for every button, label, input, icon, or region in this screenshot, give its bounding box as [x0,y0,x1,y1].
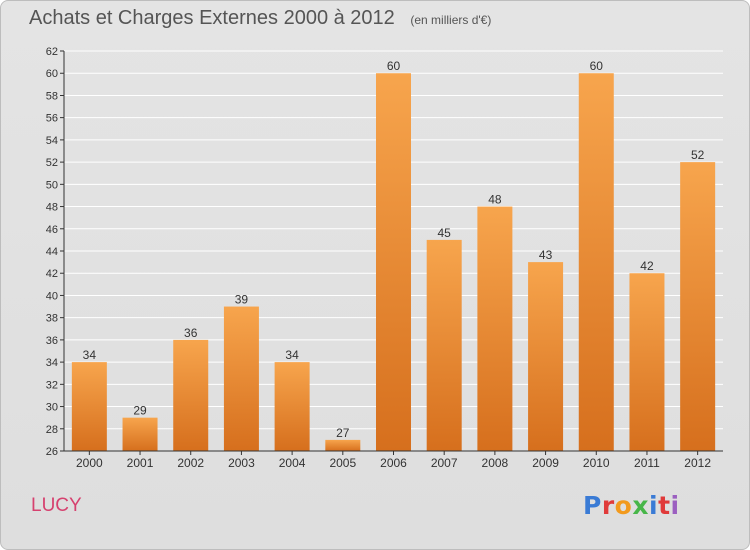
logo-letter: o [614,491,633,520]
x-tick-label-2011: 2011 [634,456,660,470]
logo-letter: P [583,491,602,520]
value-label-2012: 52 [691,148,705,162]
bar-2004 [274,362,310,451]
value-label-2000: 34 [83,348,97,362]
x-tick-label-2009: 2009 [532,456,559,470]
value-label-2006: 60 [387,59,401,73]
logo-letter: i [649,491,659,520]
bar-2011 [629,273,665,451]
value-label-2005: 27 [336,426,350,440]
y-tick-label: 62 [46,46,58,58]
value-label-2004: 34 [285,348,299,362]
y-tick-label: 42 [46,268,58,280]
y-tick-label: 36 [46,335,58,347]
bar-2009 [528,262,564,451]
y-tick-label: 58 [46,90,58,102]
x-tick-label-2002: 2002 [177,456,204,470]
value-label-2003: 39 [235,293,249,307]
bar-2012 [680,162,716,451]
chart-title: Achats et Charges Externes 2000 à 2012 (… [29,7,491,30]
x-tick-label-2008: 2008 [482,456,509,470]
value-label-2008: 48 [488,193,502,207]
value-label-2011: 42 [640,259,654,273]
value-label-2001: 29 [133,404,147,418]
x-tick-label-2000: 2000 [76,456,103,470]
y-tick-label: 50 [46,179,58,191]
chart-title-text: Achats et Charges Externes 2000 à 2012 [29,7,395,29]
value-label-2007: 45 [438,226,452,240]
y-tick-label: 26 [46,446,58,458]
value-label-2002: 36 [184,326,198,340]
y-tick-label: 54 [46,135,58,147]
bar-2007 [426,239,462,451]
y-tick-label: 48 [46,202,58,214]
y-tick-label: 40 [46,290,58,302]
bars [71,73,716,451]
chart-subtitle: (en milliers d'€) [410,13,492,27]
x-tick-label-2006: 2006 [380,456,407,470]
logo-letter: x [632,491,649,520]
y-tick-label: 44 [46,246,58,258]
y-tick-label: 32 [46,379,58,391]
bar-2008 [477,206,513,451]
value-label-2010: 60 [590,59,604,73]
y-tick-label: 60 [46,68,58,80]
y-tick-label: 34 [46,357,58,369]
bar-2002 [173,339,209,451]
bar-2005 [325,439,361,451]
bar-2010 [578,73,614,451]
value-label-2009: 43 [539,248,553,262]
x-tick-label-2004: 2004 [279,456,306,470]
x-tick-label-2003: 2003 [228,456,255,470]
y-tick-label: 38 [46,313,58,325]
x-tick-label-2012: 2012 [684,456,711,470]
axes: 26 28 30 32 34 36 38 40 42 44 46 48 50 52 54 56 58 60 62 20… [46,46,723,470]
logo-letter: t [658,491,671,520]
bar-2003 [223,306,259,451]
y-tick-label: 56 [46,113,58,125]
y-tick-label: 28 [46,424,58,436]
x-tick-label-2010: 2010 [583,456,610,470]
x-tick-label-2007: 2007 [431,456,458,470]
logo-letter: i [670,491,680,520]
proxiti-logo[interactable]: Proxiti [583,491,680,520]
y-tick-label: 46 [46,224,58,236]
x-tick-label-2001: 2001 [127,456,154,470]
logo-letter: r [601,491,615,520]
bar-2001 [122,417,158,451]
bar-2000 [71,362,107,451]
x-tick-label-2005: 2005 [329,456,356,470]
town-name: LUCY [31,495,82,516]
y-tick-label: 52 [46,157,58,169]
bar-2006 [376,73,411,451]
value-labels: 34 29 36 39 34 27 60 45 48 43 60 42 52 [83,59,705,440]
y-tick-label: 30 [46,402,58,414]
